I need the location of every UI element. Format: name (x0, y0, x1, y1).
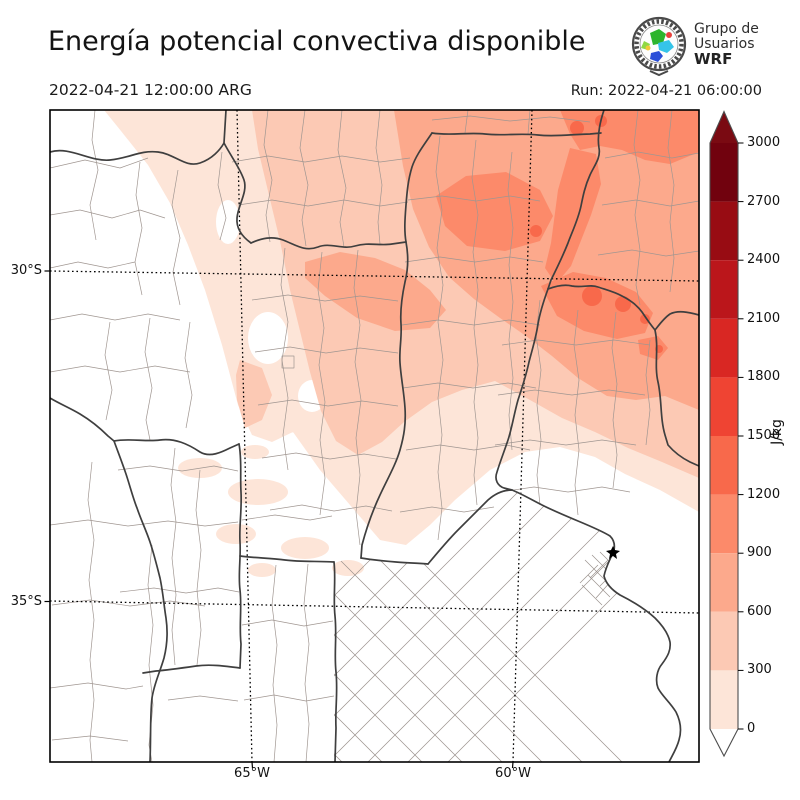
globe-emblem-icon (631, 16, 687, 77)
logo-line-1: Grupo de (694, 20, 759, 37)
colorbar-tick-1800: 1800 (747, 369, 781, 384)
city-marker (606, 546, 620, 559)
lon-tick-60w: 60°W (495, 766, 531, 781)
lat-tick-35s: 35°S (10, 594, 42, 609)
colorbar (709, 110, 744, 758)
colorbar-tick-1200: 1200 (747, 487, 781, 502)
lat-tick-30s: 30°S (10, 263, 42, 278)
page-title: Energía potencial convectiva disponible (48, 26, 586, 57)
colorbar-tick-1500: 1500 (747, 428, 781, 443)
cape-map (44, 109, 700, 769)
valid-time-label: 2022-04-21 12:00:00 ARG (49, 81, 252, 99)
colorbar-tick-2400: 2400 (747, 252, 781, 267)
department-boundaries (50, 110, 699, 762)
colorbar-tick-marks (738, 142, 744, 730)
colorbar-tick-900: 900 (747, 545, 772, 560)
province-boundaries (50, 110, 699, 762)
lon-tick-65w: 65°W (234, 766, 270, 781)
logo-line-3: WRF (694, 49, 733, 68)
graticule-gridlines (50, 110, 699, 762)
map-frame (49, 109, 700, 763)
colorbar-tick-2700: 2700 (747, 194, 781, 209)
axis-tick-marks (44, 270, 514, 769)
wrf-users-group-logo: Grupo de Usuarios WRF (630, 10, 795, 78)
colorbar-tick-3000: 3000 (747, 135, 781, 150)
colorbar-tick-300: 300 (747, 662, 772, 677)
colorbar-tick-0: 0 (747, 721, 756, 736)
colorbar-tick-2100: 2100 (747, 311, 781, 326)
logo-line-2: Usuarios (694, 35, 755, 52)
run-time-label: Run: 2022-04-21 06:00:00 (570, 83, 762, 99)
colorbar-units-label: J/kg (769, 419, 785, 445)
colorbar-tick-600: 600 (747, 604, 772, 619)
